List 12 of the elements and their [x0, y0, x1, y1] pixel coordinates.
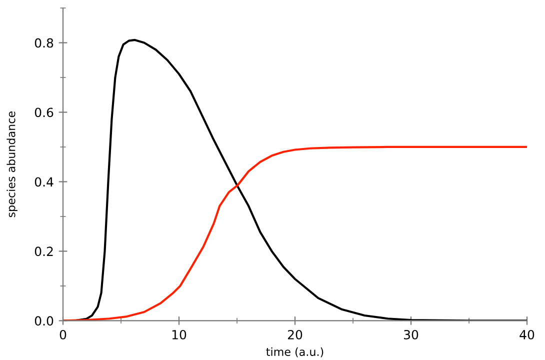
y-tick-label: 0.8: [34, 38, 54, 48]
y-tick-label: 0.4: [34, 177, 54, 187]
x-axis-title: time (a.u.): [266, 347, 324, 358]
y-tick-label: 0.6: [34, 108, 54, 118]
y-axis-title: species abundance: [6, 112, 18, 218]
x-tick-label: 20: [288, 330, 302, 340]
x-tick-label: 10: [172, 330, 186, 340]
x-tick-label: 40: [520, 330, 534, 340]
x-tick-label: 30: [404, 330, 418, 340]
y-tick-label: 0.2: [34, 246, 53, 256]
x-tick-label: 0: [60, 330, 66, 340]
y-tick-label: 0.0: [34, 316, 54, 326]
